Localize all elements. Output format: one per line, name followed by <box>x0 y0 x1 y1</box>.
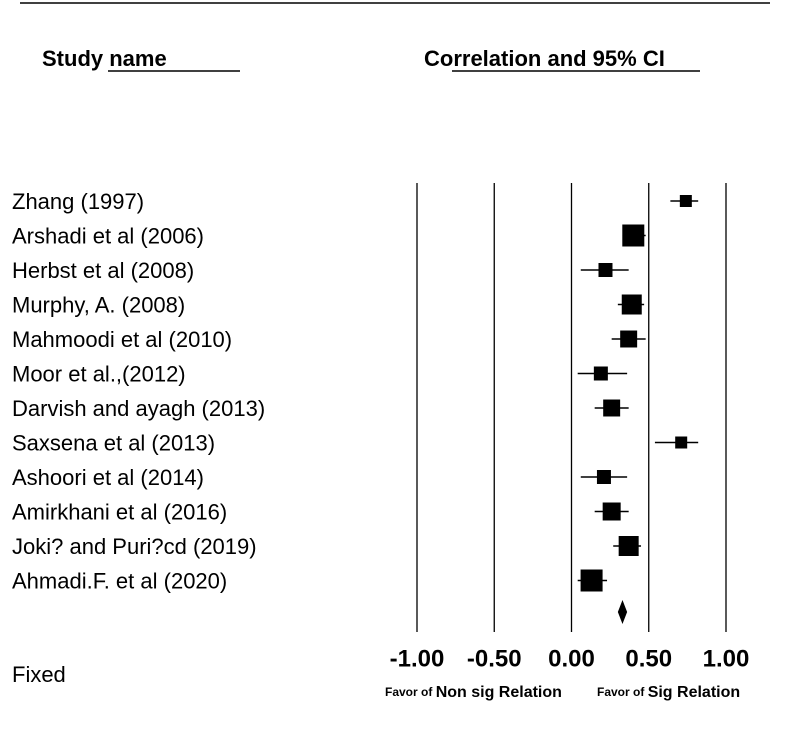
study-name: Ashoori et al (2014) <box>12 465 204 490</box>
x-tick-label: 1.00 <box>703 645 750 672</box>
study-name: Saxsena et al (2013) <box>12 430 215 455</box>
summary-diamond <box>617 600 628 624</box>
favor-prefix: Favor of <box>597 685 645 699</box>
study-effect <box>622 224 645 247</box>
study-name: Darvish and ayagh (2013) <box>12 396 265 421</box>
study-name: Murphy, A. (2008) <box>12 292 185 317</box>
study-name: Herbst et al (2008) <box>12 258 194 283</box>
study-name: Mahmoodi et al (2010) <box>12 327 232 352</box>
study-effect <box>618 536 639 556</box>
favor-emphasis: Non sig Relation <box>436 684 562 701</box>
study-effect <box>603 399 621 417</box>
study-effect <box>596 470 611 484</box>
study-effect <box>675 436 688 449</box>
x-tick-label: -1.00 <box>390 645 445 672</box>
study-effect <box>621 294 642 315</box>
study-effect <box>593 366 608 381</box>
study-name: Joki? and Puri?cd (2019) <box>12 534 257 559</box>
favor-emphasis: Sig Relation <box>648 684 740 701</box>
favor-label: Favor of Sig Relation <box>597 684 740 701</box>
favor-prefix: Favor of <box>385 685 433 699</box>
study-effect <box>598 263 613 277</box>
summary-label: Fixed <box>12 662 66 687</box>
x-tick-label: 0.00 <box>548 645 595 672</box>
study-name: Amirkhani et al (2016) <box>12 499 227 524</box>
study-effect <box>620 330 638 348</box>
study-name: Moor et al.,(2012) <box>12 361 186 386</box>
study-effect <box>580 569 603 592</box>
study-name: Zhang (1997) <box>12 189 144 214</box>
study-name: Ahmadi.F. et al (2020) <box>12 568 227 593</box>
study-effect <box>602 502 621 521</box>
study-name: Arshadi et al (2006) <box>12 223 204 248</box>
study-effect <box>679 195 692 207</box>
column-header: Study name <box>42 46 167 71</box>
favor-label: Favor of Non sig Relation <box>385 684 562 701</box>
x-tick-label: -0.50 <box>467 645 522 672</box>
column-header: Correlation and 95% CI <box>424 46 665 71</box>
x-tick-label: 0.50 <box>625 645 672 672</box>
